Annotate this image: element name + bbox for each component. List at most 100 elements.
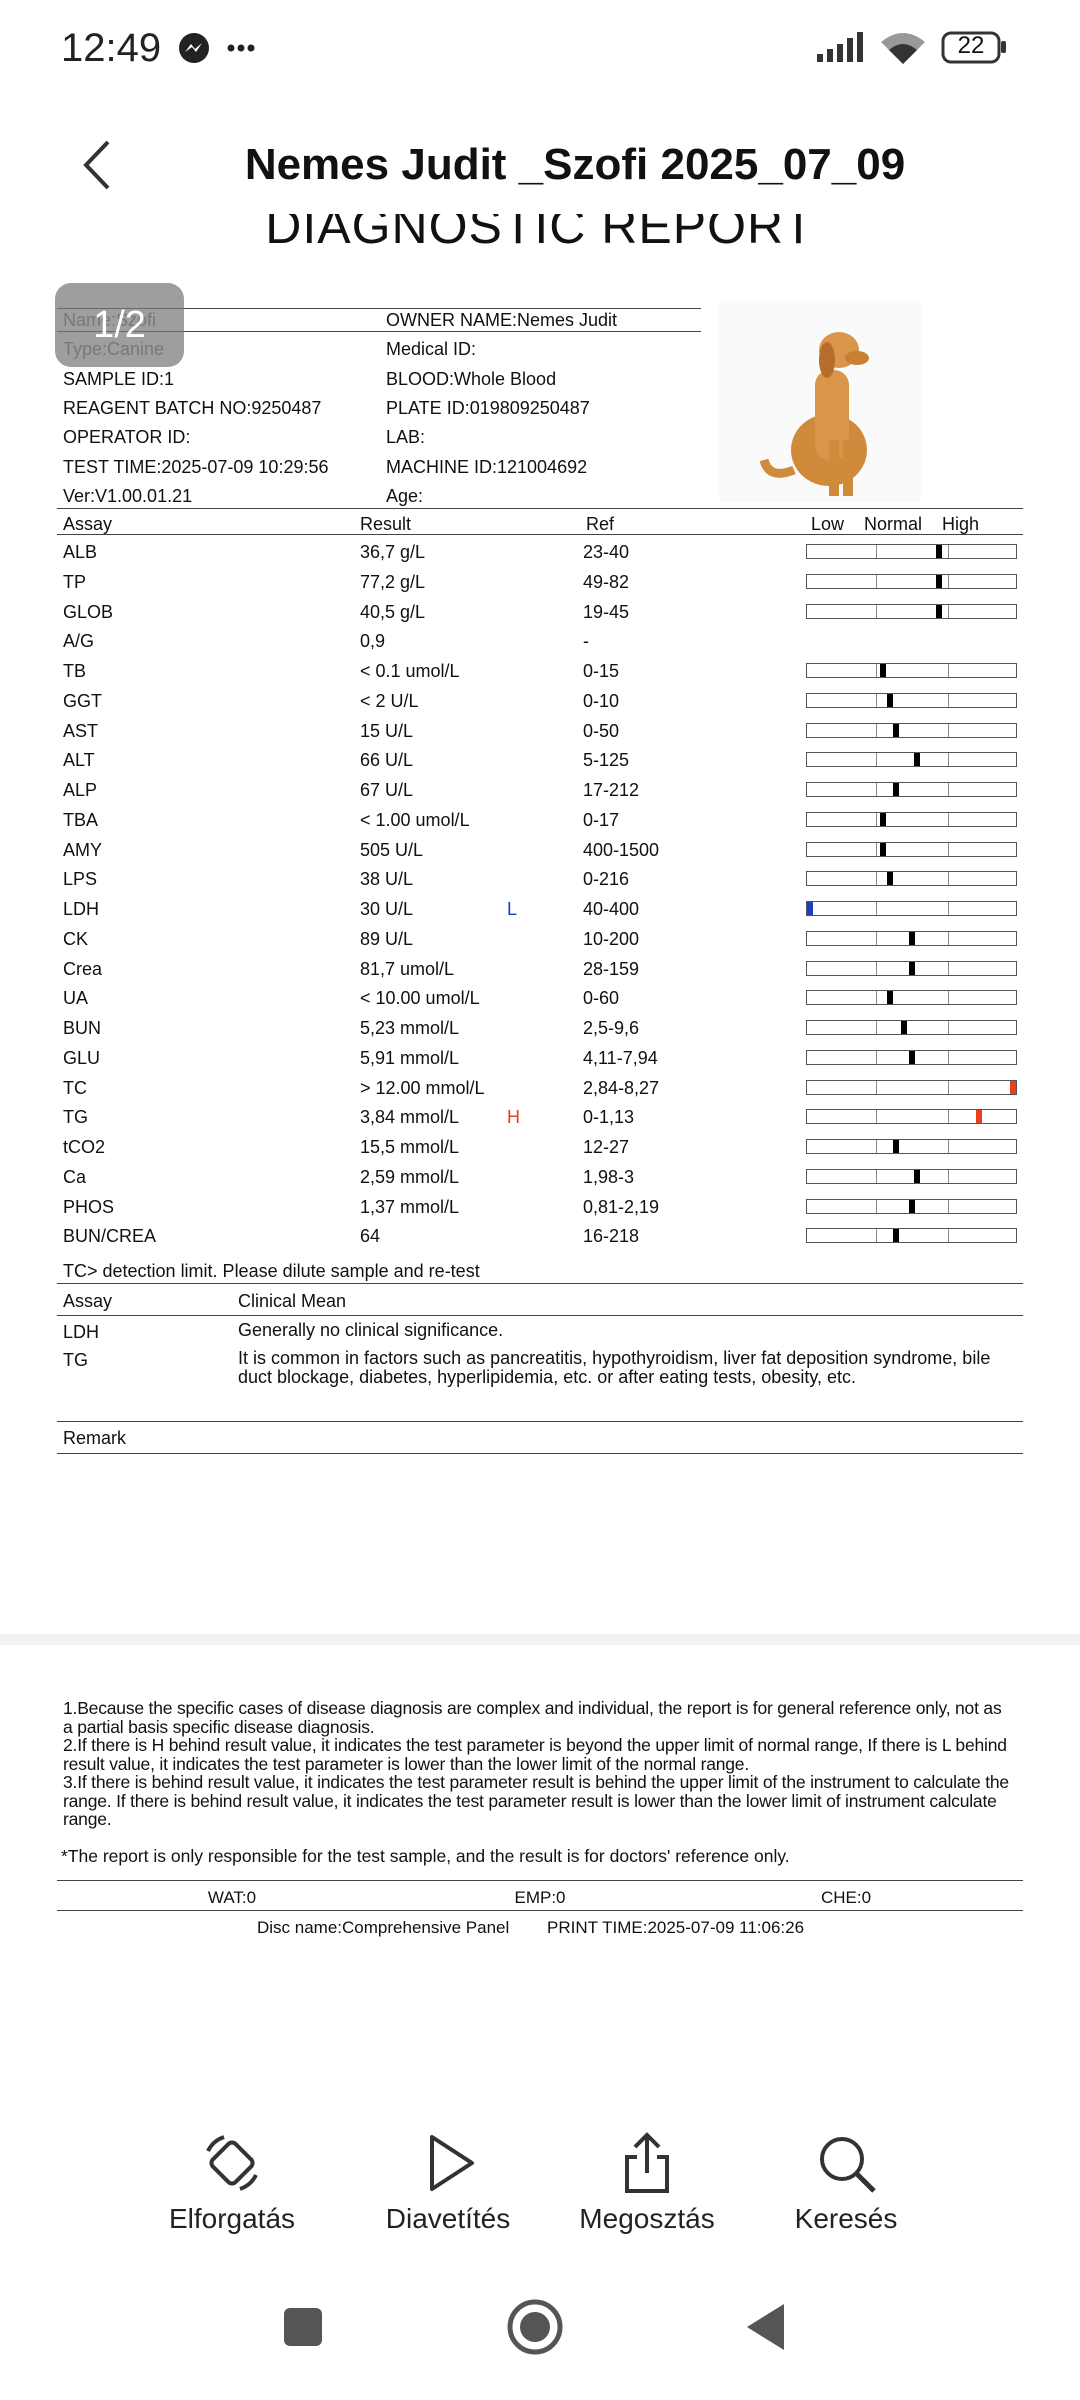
assay-result: 5,23 mmol/L	[360, 1018, 460, 1038]
range-marker	[908, 931, 915, 945]
toolbar-icon	[625, 2132, 669, 2193]
assay-name: LDH	[63, 899, 100, 919]
range-marker	[914, 1169, 921, 1183]
toolbar-label: Megosztás	[579, 2203, 715, 2234]
range-divider	[876, 1169, 877, 1183]
assay-name: Ca	[63, 1166, 87, 1187]
assay-name: AMY	[63, 839, 103, 860]
disc-name: Disc name:Comprehensive Panel	[257, 1918, 510, 1937]
range-divider	[948, 1140, 949, 1153]
info-label: Age:	[386, 485, 424, 506]
toolbar-button[interactable]: Diavetítés	[358, 2125, 538, 2245]
disclaimer: *The report is only responsible for the …	[61, 1846, 790, 1866]
battery-level: 22	[957, 32, 985, 59]
range-divider	[948, 1050, 949, 1064]
assay-ref: 12-27	[583, 1137, 630, 1157]
info-label: Medical ID:	[386, 339, 477, 360]
range-divider	[876, 723, 877, 737]
range-marker	[893, 1229, 900, 1243]
assay-result: 1,37 mmol/L	[360, 1196, 460, 1217]
column-header: Ref	[586, 514, 615, 534]
range-marker	[879, 664, 886, 677]
range-marker	[879, 842, 886, 856]
range-divider	[876, 1050, 877, 1064]
range-bar	[806, 544, 1017, 559]
nav-home[interactable]	[507, 2299, 563, 2355]
range-divider	[876, 753, 877, 767]
range-divider	[876, 991, 877, 1005]
range-bar	[806, 1020, 1017, 1035]
assay-result: 67 U/L	[360, 780, 414, 800]
range-divider	[948, 902, 949, 915]
rule	[57, 331, 701, 332]
rule	[57, 508, 1023, 509]
toolbar-button[interactable]: Megosztás	[557, 2125, 737, 2245]
assay-name: tCO2	[63, 1137, 106, 1157]
assay-ref: 10-200	[583, 928, 640, 949]
range-divider	[876, 574, 877, 588]
range-divider	[876, 1080, 877, 1094]
range-divider	[876, 1199, 877, 1213]
info-label: SAMPLE ID:1	[63, 368, 175, 389]
assay-result: < 2 U/L	[360, 690, 419, 711]
assay-ref: 0-15	[583, 661, 620, 681]
range-bar	[806, 1079, 1017, 1095]
info-label: MACHINE ID:121004692	[386, 456, 588, 477]
range-bar	[806, 811, 1017, 827]
assay-result: 81,7 umol/L	[360, 958, 455, 979]
range-marker	[976, 1110, 983, 1124]
range-bar	[806, 1228, 1017, 1244]
range-bar	[806, 1049, 1017, 1065]
info-label: REAGENT BATCH NO:9250487	[63, 397, 322, 418]
clinical-assay: LDH	[63, 1322, 100, 1342]
assay-name: PHOS	[63, 1196, 115, 1217]
nav-bar	[284, 2299, 784, 2355]
assay-name: GGT	[63, 690, 102, 711]
rule	[57, 1421, 1023, 1422]
range-marker	[914, 753, 921, 767]
range-marker	[807, 902, 813, 915]
nav-back[interactable]	[747, 2304, 784, 2350]
assay-ref: 0-1,13	[583, 1107, 635, 1128]
info-label: Ver:V1.00.01.21	[63, 485, 193, 506]
nav-recents[interactable]	[284, 2308, 322, 2346]
info-label: OWNER NAME:Nemes Judit	[386, 310, 618, 330]
range-divider	[948, 1229, 949, 1243]
assay-result: 3,84 mmol/L	[360, 1107, 460, 1128]
toolbar-icon	[430, 2135, 474, 2191]
assay-name: AST	[63, 720, 99, 741]
assay-name: TC	[63, 1077, 87, 1098]
assay-ref: 2,5-9,6	[583, 1018, 640, 1038]
assay-result: 15 U/L	[360, 720, 414, 741]
toolbar-button[interactable]: Keresés	[756, 2125, 936, 2245]
clinical-text: Generally no clinical significance.	[238, 1320, 504, 1340]
range-divider	[876, 604, 877, 618]
range-marker	[1010, 1080, 1016, 1094]
app-header: 12:49 22 Nemes Judit _Szofi 2025_07_09	[0, 0, 1080, 214]
range-divider	[876, 842, 877, 856]
range-marker	[908, 1199, 915, 1213]
rule	[57, 308, 701, 309]
range-bar	[806, 1198, 1017, 1214]
assay-ref: 23-40	[583, 542, 630, 562]
column-header: Normal	[864, 514, 923, 534]
column-header: Low	[811, 514, 845, 534]
status-icons	[179, 33, 255, 63]
range-marker	[908, 1050, 915, 1064]
assay-result: 36,7 g/L	[360, 542, 426, 562]
assay-result: 40,5 g/L	[360, 601, 426, 622]
assay-result: > 12.00 mmol/L	[360, 1077, 485, 1098]
assay-result: 15,5 mmol/L	[360, 1137, 460, 1157]
back-button[interactable]	[78, 138, 114, 192]
range-divider	[948, 574, 949, 588]
rule	[57, 1910, 1023, 1911]
document-view: DIAGNOSTIC REPORT Name:SzofiOWNER NAME:N…	[0, 198, 1080, 1937]
page-indicator: 1/2	[55, 283, 184, 367]
toolbar-button[interactable]: Elforgatás	[142, 2125, 322, 2245]
range-divider	[948, 1169, 949, 1183]
assay-ref: 400-1500	[583, 839, 660, 860]
range-bar	[806, 752, 1017, 768]
counter: CHE:0	[820, 1888, 872, 1907]
info-label: PLATE ID:019809250487	[386, 397, 590, 418]
note: 3.If there is behind result value, it in…	[63, 1772, 1009, 1829]
